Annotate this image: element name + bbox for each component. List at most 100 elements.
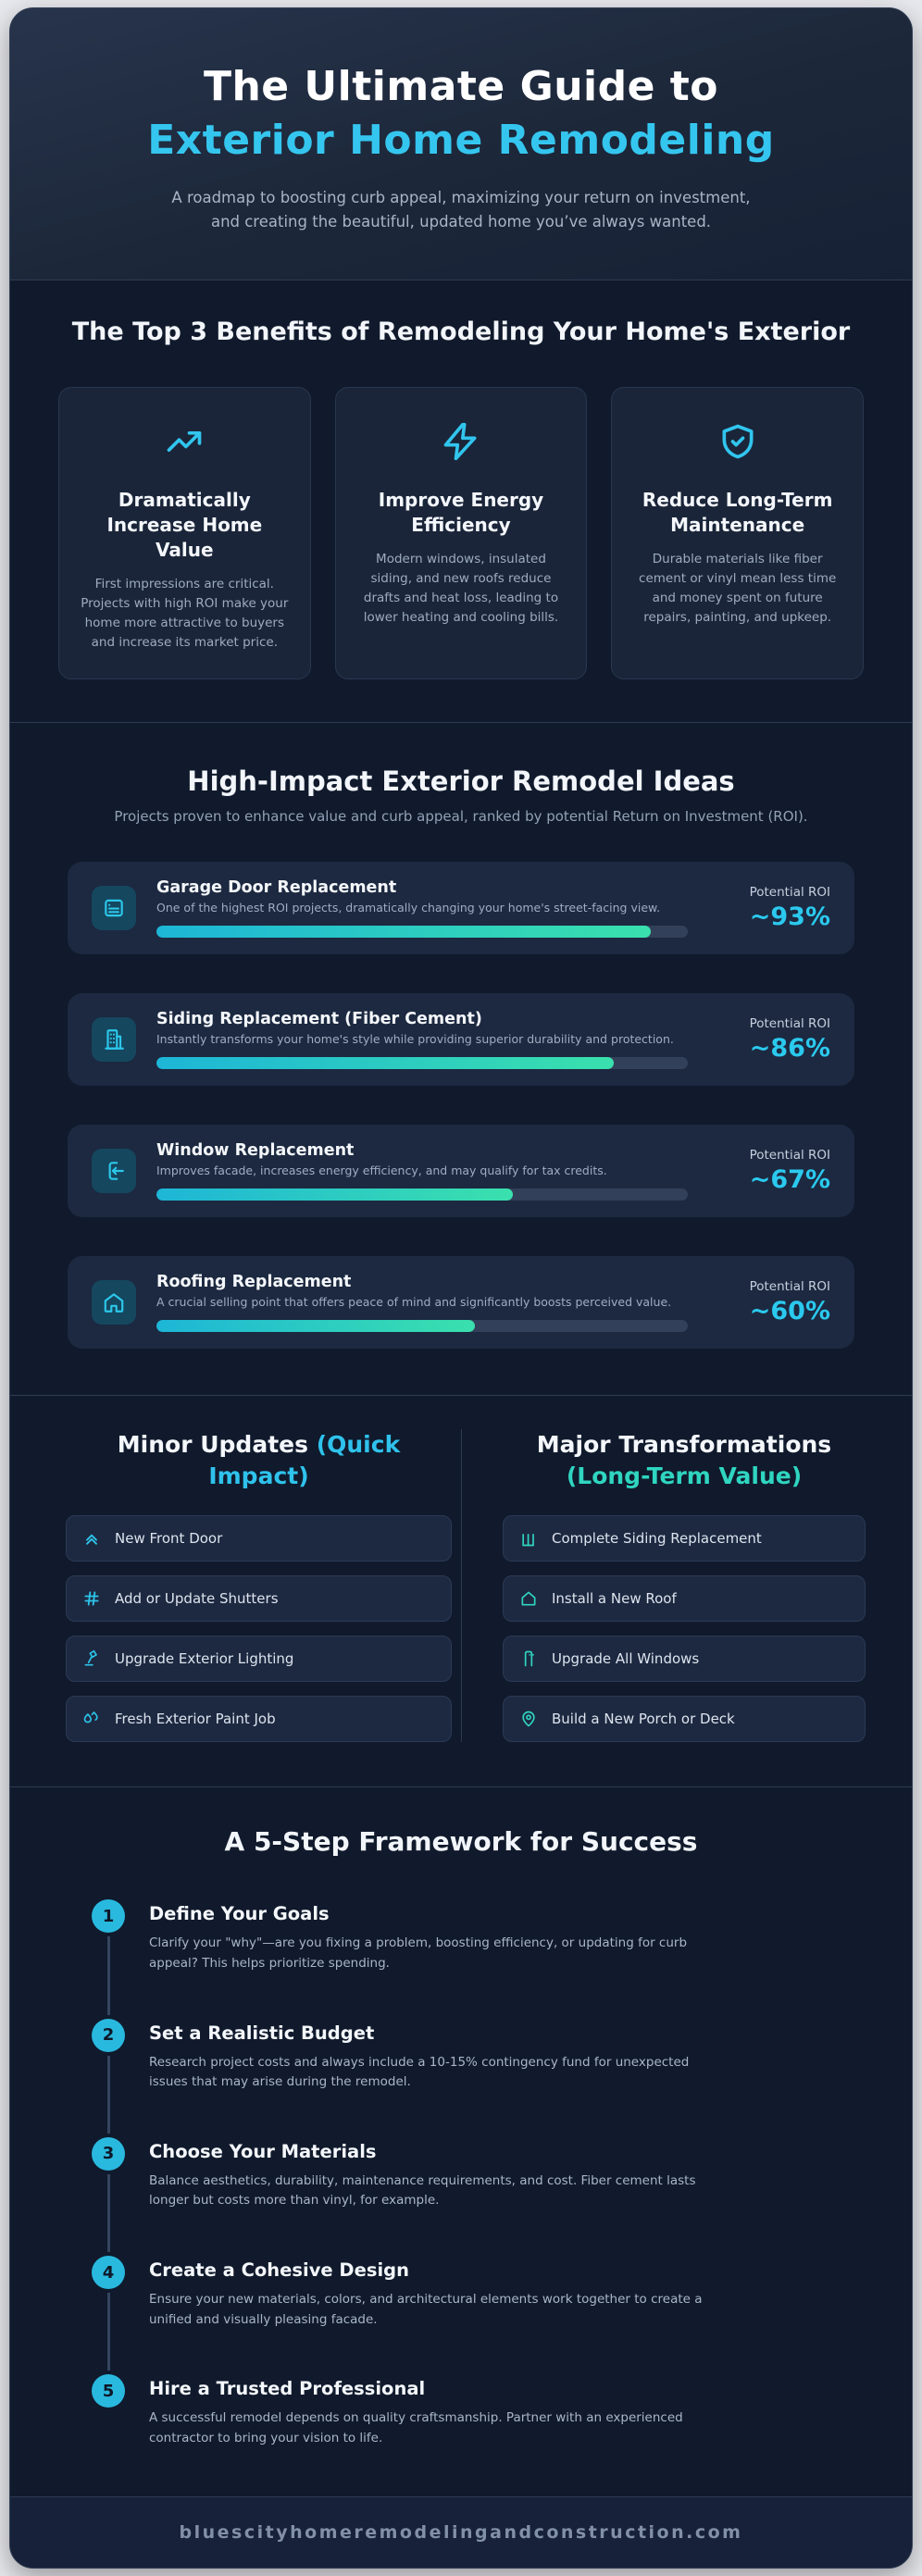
major-transformations-heading: Major Transformations (Long-Term Value) <box>503 1429 866 1492</box>
roi-bar-fill <box>156 1319 476 1332</box>
roi-row-value-block: Potential ROI ~67% <box>708 1148 830 1194</box>
benefit-card-energy: Improve Energy Efficiency Modern windows… <box>334 387 588 679</box>
paint-droplets-icon <box>82 1710 101 1728</box>
step-content: Choose Your Materials Balance aesthetics… <box>149 2137 704 2211</box>
roi-row-windows: Window Replacement Improves facade, incr… <box>68 1124 854 1217</box>
roi-subheading: Projects proven to enhance value and cur… <box>114 807 808 825</box>
garage-door-icon <box>102 896 126 920</box>
list-item-label: Upgrade All Windows <box>552 1650 700 1668</box>
major-transformations-heading-main: Major Transformations <box>536 1430 832 1458</box>
framework-section: A 5-Step Framework for Success 1 Define … <box>10 1786 912 2497</box>
roi-row-value-block: Potential ROI ~93% <box>708 885 830 931</box>
roi-row-value-block: Potential ROI ~86% <box>708 1016 830 1063</box>
step-body: Research project costs and always includ… <box>149 2054 690 2090</box>
list-item-label: Complete Siding Replacement <box>552 1530 762 1548</box>
list-item-label: Install a New Roof <box>552 1590 677 1608</box>
framework-heading: A 5-Step Framework for Success <box>224 1826 698 1858</box>
roi-row-siding: Siding Replacement (Fiber Cement) Instan… <box>68 992 854 1086</box>
step-title: Hire a Trusted Professional <box>149 2378 426 2400</box>
roi-bar-track <box>156 925 688 938</box>
list-item-label: Build a New Porch or Deck <box>552 1711 735 1728</box>
roi-bar-track <box>156 1188 688 1201</box>
roi-row-roofing: Roofing Replacement A crucial selling po… <box>68 1255 854 1349</box>
step-number-badge: 2 <box>92 2018 125 2052</box>
framework-step-4: 4 Create a Cohesive Design Ensure your n… <box>92 2256 830 2374</box>
page-title-line1: The Ultimate Guide to <box>203 63 719 110</box>
icon-tile <box>92 1148 136 1193</box>
framework-step-1: 1 Define Your Goals Clarify your "why"—a… <box>92 1899 830 2018</box>
roi-row-content: Roofing Replacement A crucial selling po… <box>156 1273 688 1332</box>
list-item-porch-deck: Build a New Porch or Deck <box>503 1696 866 1743</box>
page-title: The Ultimate Guide to Exterior Home Remo… <box>55 60 867 168</box>
roi-value: ~93% <box>749 902 830 931</box>
roi-value: ~86% <box>749 1033 830 1063</box>
step-title: Choose Your Materials <box>149 2140 377 2162</box>
icon-tile <box>92 1279 136 1325</box>
benefit-card-title: Reduce Long-Term Maintenance <box>642 489 833 537</box>
framework-step-3: 3 Choose Your Materials Balance aestheti… <box>92 2136 830 2256</box>
roi-value: ~67% <box>749 1164 830 1194</box>
list-item-label: Upgrade Exterior Lighting <box>115 1650 294 1668</box>
step-body: Ensure your new materials, colors, and a… <box>149 2292 703 2327</box>
minor-updates-column: Minor Updates (Quick Impact) New Front D… <box>51 1429 461 1743</box>
hero-section: The Ultimate Guide to Exterior Home Remo… <box>10 8 912 280</box>
roi-bar-track <box>156 1056 688 1069</box>
updates-section: Minor Updates (Quick Impact) New Front D… <box>10 1394 912 1787</box>
map-pin-icon <box>519 1710 538 1728</box>
roi-row-desc: One of the highest ROI projects, dramati… <box>156 900 661 915</box>
list-item-paint: Fresh Exterior Paint Job <box>66 1696 452 1743</box>
minor-updates-heading: Minor Updates (Quick Impact) <box>66 1429 452 1492</box>
benefit-card-title: Dramatically Increase Home Value <box>106 489 263 562</box>
roi-row-title: Roofing Replacement <box>156 1272 352 1291</box>
step-content: Set a Realistic Budget Research project … <box>149 2019 704 2093</box>
step-title: Define Your Goals <box>149 1903 330 1925</box>
benefit-card-body: First impressions are critical. Projects… <box>81 577 289 651</box>
step-title: Create a Cohesive Design <box>149 2259 409 2282</box>
list-item-label: Add or Update Shutters <box>115 1590 279 1608</box>
step-body: Balance aesthetics, durability, maintena… <box>149 2172 696 2209</box>
door-arrow-icon <box>102 1159 126 1183</box>
roi-value: ~60% <box>749 1296 830 1325</box>
framework-step-5: 5 Hire a Trusted Professional A successf… <box>92 2374 830 2448</box>
shield-check-icon <box>717 421 758 462</box>
step-title: Set a Realistic Budget <box>149 2022 375 2044</box>
benefit-card-body: Durable materials like fiber cement or v… <box>639 552 837 626</box>
benefits-section: The Top 3 Benefits of Remodeling Your Ho… <box>10 280 912 722</box>
list-item-lighting: Upgrade Exterior Lighting <box>66 1636 452 1683</box>
roi-bar-fill <box>156 1056 614 1069</box>
benefit-card-maintenance: Reduce Long-Term Maintenance Durable mat… <box>611 387 864 679</box>
roi-row-title: Window Replacement <box>156 1140 355 1160</box>
icon-tile <box>92 1016 136 1062</box>
window-door-icon <box>519 1649 538 1668</box>
siding-panels-icon <box>519 1529 538 1548</box>
roi-row-desc: A crucial selling point that offers peac… <box>156 1294 672 1309</box>
roi-bar-track <box>156 1319 688 1332</box>
list-item-siding: Complete Siding Replacement <box>503 1515 866 1562</box>
roof-house-icon <box>519 1589 538 1608</box>
step-content: Define Your Goals Clarify your "why"—are… <box>149 1899 704 1973</box>
building-icon <box>102 1027 126 1052</box>
roi-row-content: Window Replacement Improves facade, incr… <box>156 1141 688 1201</box>
roi-label: Potential ROI <box>749 1147 830 1163</box>
benefits-cards: Dramatically Increase Home Value First i… <box>58 387 864 679</box>
trending-up-icon <box>164 421 205 462</box>
icon-tile <box>92 885 136 930</box>
infographic-poster: The Ultimate Guide to Exterior Home Remo… <box>9 7 913 2570</box>
benefit-card-title: Improve Energy Efficiency <box>378 489 544 537</box>
roi-row-title: Siding Replacement (Fiber Cement) <box>156 1009 482 1028</box>
list-item-label: Fresh Exterior Paint Job <box>115 1711 276 1728</box>
framework-step-2: 2 Set a Realistic Budget Research projec… <box>92 2018 830 2137</box>
step-body: A successful remodel depends on quality … <box>149 2410 683 2445</box>
step-body: Clarify your "why"—are you fixing a prob… <box>149 1935 688 1972</box>
roi-row-title: Garage Door Replacement <box>156 877 397 897</box>
step-number-badge: 4 <box>92 2256 125 2290</box>
minor-updates-heading-accent: (Quick Impact) <box>208 1430 401 1489</box>
list-item-roof: Install a New Roof <box>503 1575 866 1623</box>
list-item-shutters: Add or Update Shutters <box>66 1575 452 1623</box>
benefits-heading: The Top 3 Benefits of Remodeling Your Ho… <box>71 317 851 347</box>
benefit-card-home-value: Dramatically Increase Home Value First i… <box>58 387 311 679</box>
roi-bar-fill <box>156 925 651 938</box>
roi-row-content: Siding Replacement (Fiber Cement) Instan… <box>156 1010 688 1069</box>
list-item-front-door: New Front Door <box>66 1515 452 1562</box>
roi-heading: High-Impact Exterior Remodel Ideas <box>187 765 735 797</box>
